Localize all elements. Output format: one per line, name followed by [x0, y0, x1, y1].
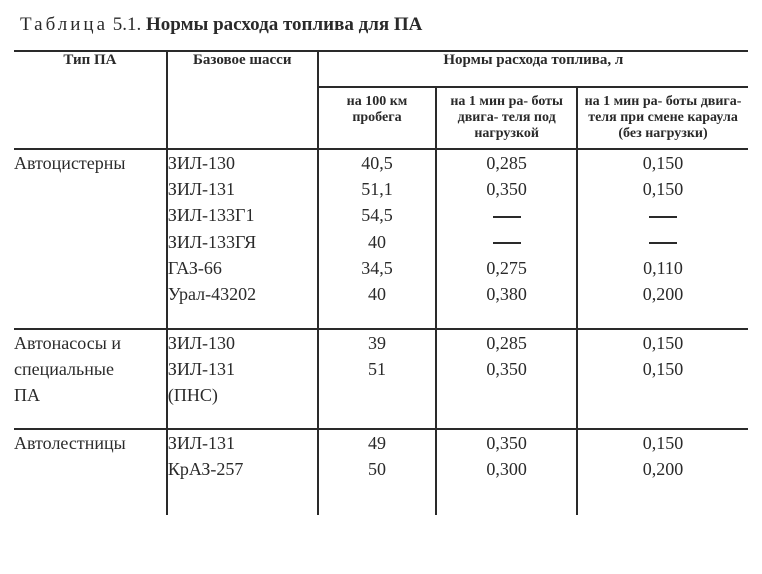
fuel-norms-table: Тип ПА Базовое шасси Нормы расхода топли… [14, 50, 748, 515]
type-cell: Автолестницы [14, 429, 167, 515]
col-a-cell: 40,5 51,1 54,5 40 34,5 40 [318, 149, 437, 329]
col-c-cell: 0,150 0,150 [577, 329, 748, 429]
col-b-cell: 0,350 0,300 [436, 429, 577, 515]
col-header-a: на 100 км пробега [318, 87, 437, 149]
chassis-cell: ЗИЛ-131 КрАЗ-257 [167, 429, 318, 515]
col-a-cell: 39 51 [318, 329, 437, 429]
page: Таблица 5.1. Нормы расхода топлива для П… [0, 0, 762, 574]
caption-text: Нормы расхода топлива для ПА [146, 14, 422, 35]
col-c-cell: 0,150 0,150 0,110 0,200 [577, 149, 748, 329]
col-b-cell: 0,285 0,350 0,275 0,380 [436, 149, 577, 329]
chassis-cell: ЗИЛ-130 ЗИЛ-131 (ПНС) [167, 329, 318, 429]
col-header-chassis: Базовое шасси [167, 51, 318, 149]
caption-label: Таблица [20, 14, 108, 35]
col-header-group: Нормы расхода топлива, л [318, 51, 748, 87]
col-b-cell: 0,285 0,350 [436, 329, 577, 429]
type-cell: Автонасосы и специальные ПА [14, 329, 167, 429]
col-header-c: на 1 мин ра- боты двига- теля при смене … [577, 87, 748, 149]
caption-number: 5.1. [113, 14, 142, 35]
col-c-cell: 0,150 0,200 [577, 429, 748, 515]
col-header-b: на 1 мин ра- боты двига- теля под нагруз… [436, 87, 577, 149]
col-header-type: Тип ПА [14, 51, 167, 149]
table-caption: Таблица 5.1. Нормы расхода топлива для П… [20, 14, 748, 36]
col-a-cell: 49 50 [318, 429, 437, 515]
type-cell: Автоцистерны [14, 149, 167, 329]
chassis-cell: ЗИЛ-130 ЗИЛ-131 ЗИЛ-133Г1 ЗИЛ-133ГЯ ГАЗ-… [167, 149, 318, 329]
